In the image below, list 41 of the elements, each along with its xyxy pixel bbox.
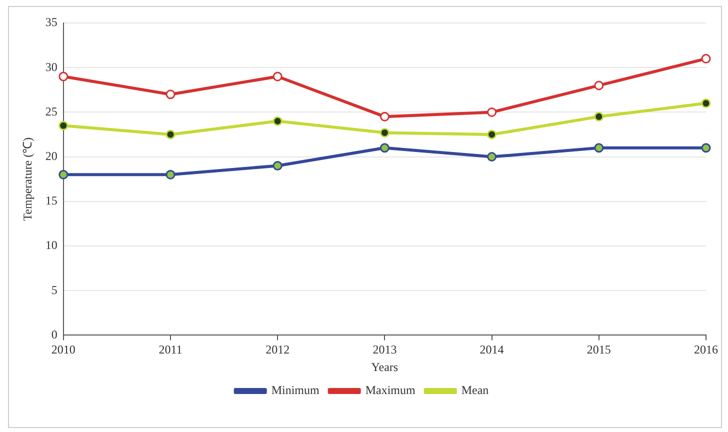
y-tick-label: 15 — [45, 194, 58, 208]
x-tick-label: 2015 — [586, 342, 611, 357]
x-tick-label: 2011 — [158, 342, 182, 357]
point — [380, 143, 390, 153]
point — [166, 90, 176, 100]
y-tick-label: 20 — [45, 148, 58, 163]
point — [487, 152, 497, 162]
point — [58, 72, 68, 82]
point — [380, 112, 390, 122]
y-tick-label: 5 — [51, 282, 58, 297]
x-tick-label: 2016 — [694, 342, 718, 357]
y-tick-label: 10 — [45, 238, 58, 252]
point — [272, 72, 282, 82]
x-tick-label: 2012 — [266, 342, 290, 357]
legend-label: Mean — [461, 383, 489, 398]
point — [487, 107, 497, 117]
x-tick-label: 2014 — [480, 342, 504, 357]
point — [487, 130, 497, 140]
point — [701, 143, 711, 153]
point — [58, 170, 68, 180]
y-tick-label: 30 — [45, 60, 58, 74]
x-tick-label: 2013 — [372, 342, 397, 357]
point — [272, 116, 282, 126]
y-tick-label: 25 — [45, 104, 58, 118]
y-tick-label: 0 — [51, 327, 58, 342]
x-tick-label: 2010 — [51, 342, 76, 357]
point — [594, 80, 604, 90]
legend-label: Minimum — [271, 383, 320, 398]
y-tick-label: 35 — [45, 15, 58, 30]
point — [272, 160, 282, 170]
point — [594, 143, 604, 153]
point — [166, 130, 176, 140]
point — [594, 112, 604, 122]
point — [58, 120, 68, 130]
point — [701, 54, 711, 64]
point — [380, 128, 390, 138]
point — [701, 98, 711, 108]
point — [166, 170, 176, 180]
x-axis-title: Years — [371, 360, 398, 374]
legend-label: Maximum — [365, 383, 416, 398]
y-axis-title: Temperature (℃) — [20, 137, 34, 221]
